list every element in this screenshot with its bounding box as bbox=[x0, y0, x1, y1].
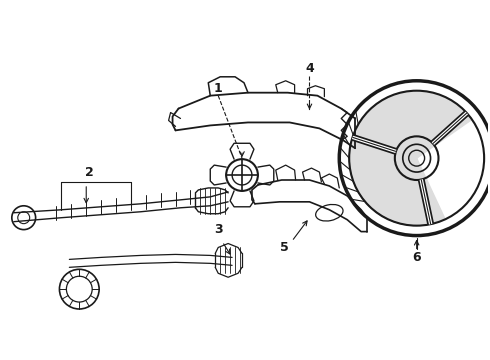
Text: 3: 3 bbox=[214, 223, 222, 236]
Text: 2: 2 bbox=[85, 166, 94, 179]
Polygon shape bbox=[365, 91, 455, 158]
Text: 6: 6 bbox=[413, 251, 421, 264]
Text: 5: 5 bbox=[280, 241, 289, 254]
Polygon shape bbox=[349, 91, 472, 226]
Polygon shape bbox=[349, 152, 416, 225]
Text: 4: 4 bbox=[305, 62, 314, 75]
Text: 1: 1 bbox=[214, 82, 222, 95]
